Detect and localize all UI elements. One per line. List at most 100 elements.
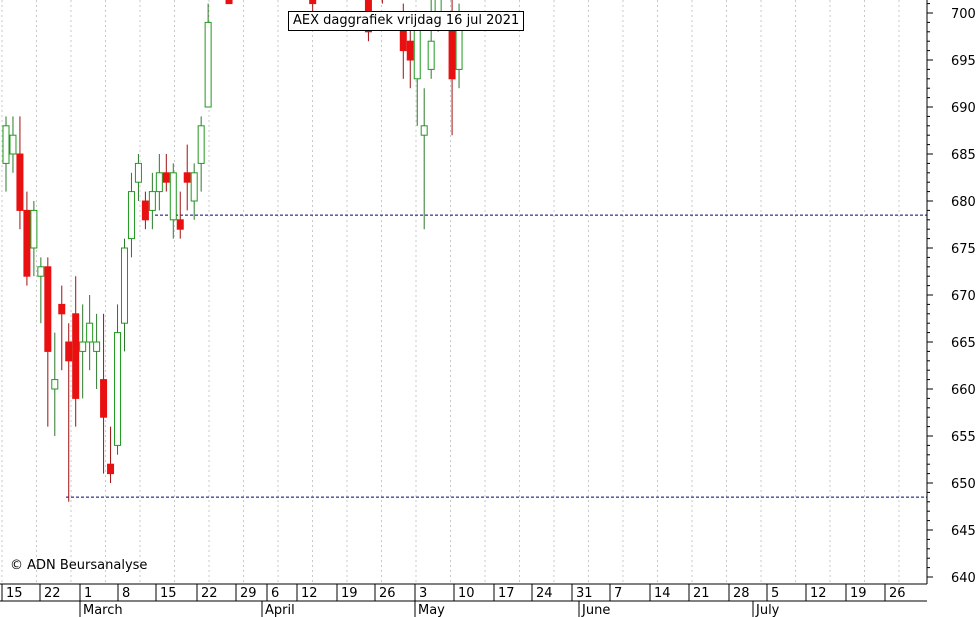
candle	[190, 163, 198, 220]
candle	[93, 313, 101, 389]
candle-body-up	[197, 125, 205, 164]
y-tick-label: 695	[951, 54, 976, 69]
y-tick-label: 700	[951, 7, 976, 22]
x-month-label: July	[755, 603, 780, 617]
candle	[72, 276, 80, 427]
x-tick-label: 8	[122, 586, 130, 601]
x-tick-label: 26	[379, 586, 396, 601]
candle-body-up	[155, 172, 163, 193]
y-tick-label: 645	[951, 524, 976, 539]
candle	[420, 88, 428, 230]
plot-area	[0, 0, 927, 584]
candle	[30, 201, 38, 277]
candle	[58, 285, 66, 371]
candle	[309, 0, 317, 13]
candle-body-up	[134, 162, 142, 183]
candle	[86, 295, 94, 371]
candle-body-up	[169, 172, 177, 221]
candle-body-up	[420, 125, 428, 136]
candle	[176, 191, 184, 239]
chart-title: AEX daggrafiek vrijdag 16 jul 2021	[288, 11, 525, 31]
candle	[44, 257, 52, 427]
candle	[2, 116, 10, 192]
candle	[197, 116, 205, 192]
candle-body-up	[79, 341, 87, 352]
candle-body-up	[2, 125, 10, 164]
candle-body-down	[176, 219, 184, 230]
x-tick-label: 26	[889, 586, 906, 601]
candle-body-up	[37, 266, 45, 277]
candle-body-down	[309, 0, 317, 5]
x-month-label: May	[418, 603, 445, 617]
candle-body-down	[183, 172, 191, 183]
y-tick-label: 675	[951, 242, 976, 257]
candle-body-up	[427, 40, 435, 70]
candle	[79, 304, 87, 399]
x-tick-label: 19	[850, 586, 867, 601]
x-tick-label: 10	[458, 586, 475, 601]
candle	[183, 144, 191, 211]
x-tick-label: 22	[44, 586, 61, 601]
x-tick-label: 29	[240, 586, 257, 601]
candle-body-up	[127, 191, 135, 240]
candle-body-down	[107, 463, 115, 475]
x-tick-label: 31	[576, 586, 593, 601]
x-tick-label: 14	[654, 586, 671, 601]
candle	[114, 304, 122, 455]
candle	[100, 313, 108, 474]
x-tick-label: 15	[6, 586, 23, 601]
y-tick-label: 655	[951, 430, 976, 445]
candle	[37, 257, 45, 324]
x-month-label: March	[83, 603, 123, 617]
candle-body-up	[204, 21, 212, 108]
candle-body-up	[148, 191, 156, 211]
x-month-label: June	[581, 603, 610, 617]
candle-body-up	[190, 172, 198, 202]
y-tick-label: 660	[951, 383, 976, 398]
candle	[225, 0, 233, 5]
candle-body-down	[162, 172, 170, 183]
x-tick-label: 1	[84, 586, 92, 601]
x-month-label: April	[265, 603, 295, 617]
y-tick-label: 690	[951, 101, 976, 116]
candle	[9, 116, 17, 173]
y-tick-label: 640	[951, 571, 976, 586]
candle	[155, 154, 163, 211]
x-tick-label: 7	[614, 586, 622, 601]
candle	[169, 163, 177, 239]
candle-body-up	[114, 332, 122, 446]
candle	[107, 426, 115, 483]
x-tick-label: 22	[201, 586, 218, 601]
x-tick-label: 12	[301, 586, 318, 601]
x-tick-label: 6	[271, 586, 279, 601]
x-tick-label: 17	[498, 586, 515, 601]
x-tick-label: 3	[419, 586, 427, 601]
y-tick-label: 685	[951, 148, 976, 163]
x-tick-label: 12	[810, 586, 827, 601]
y-tick-label: 670	[951, 289, 976, 304]
x-tick-label: 15	[160, 586, 177, 601]
x-tick-label: 28	[733, 586, 750, 601]
candle	[162, 154, 170, 192]
candle-body-up	[30, 209, 38, 249]
candle-body-up	[120, 247, 128, 324]
x-tick-label: 21	[693, 586, 710, 601]
x-axis: 15 22 1 8 15 22 29 6 12 19 26 3 10 17 24 31 7 14 21 28 5 12 19…	[0, 583, 927, 617]
y-axis: 6406456506556606656706756806856906957007…	[926, 0, 976, 586]
candle-body-up	[86, 322, 94, 343]
candle-body-down	[100, 379, 108, 418]
candle	[406, 22, 414, 89]
horizontal-levels	[66, 214, 927, 498]
y-tick-label: 680	[951, 195, 976, 210]
candle-body-down	[23, 209, 31, 277]
candle	[23, 191, 31, 286]
x-tick-label: 24	[536, 586, 553, 601]
copyright-label: © ADN Beursanalyse	[10, 558, 148, 573]
candle-body-down	[225, 0, 233, 5]
candles	[2, 0, 463, 502]
x-tick-label: 19	[341, 586, 358, 601]
candle-body-down	[65, 341, 73, 362]
candle-body-down	[16, 153, 24, 211]
candle	[148, 172, 156, 230]
